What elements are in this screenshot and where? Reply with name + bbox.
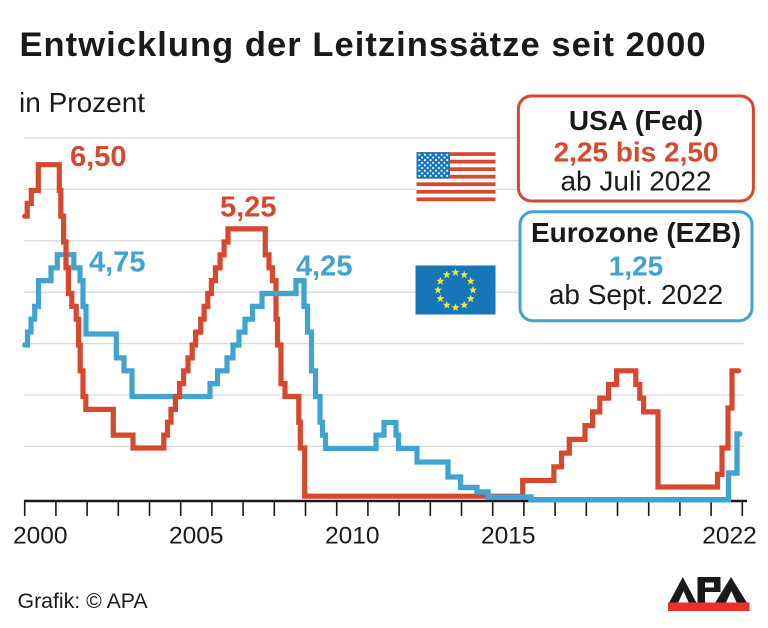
svg-text:2015: 2015 xyxy=(481,523,536,550)
svg-text:USA (Fed): USA (Fed) xyxy=(569,105,703,136)
svg-text:4,25: 4,25 xyxy=(296,251,352,283)
svg-text:in Prozent: in Prozent xyxy=(19,87,145,118)
svg-text:5,25: 5,25 xyxy=(220,192,276,224)
svg-text:4,75: 4,75 xyxy=(89,247,145,279)
svg-text:ab Sept. 2022: ab Sept. 2022 xyxy=(549,279,723,310)
svg-text:1,25: 1,25 xyxy=(609,251,664,282)
svg-text:ab Juli 2022: ab Juli 2022 xyxy=(560,166,711,197)
svg-text:2022: 2022 xyxy=(702,523,757,550)
svg-text:Grafik: © APA: Grafik: © APA xyxy=(18,589,149,613)
svg-text:6,50: 6,50 xyxy=(70,141,126,173)
svg-text:2,25 bis 2,50: 2,25 bis 2,50 xyxy=(553,137,718,168)
svg-text:Entwicklung der Leitzinssätze: Entwicklung der Leitzinssätze seit 2000 xyxy=(20,26,707,64)
svg-text:2005: 2005 xyxy=(169,523,224,550)
svg-text:2010: 2010 xyxy=(325,523,380,550)
svg-text:Eurozone (EZB): Eurozone (EZB) xyxy=(531,217,741,248)
svg-text:2000: 2000 xyxy=(13,523,68,550)
